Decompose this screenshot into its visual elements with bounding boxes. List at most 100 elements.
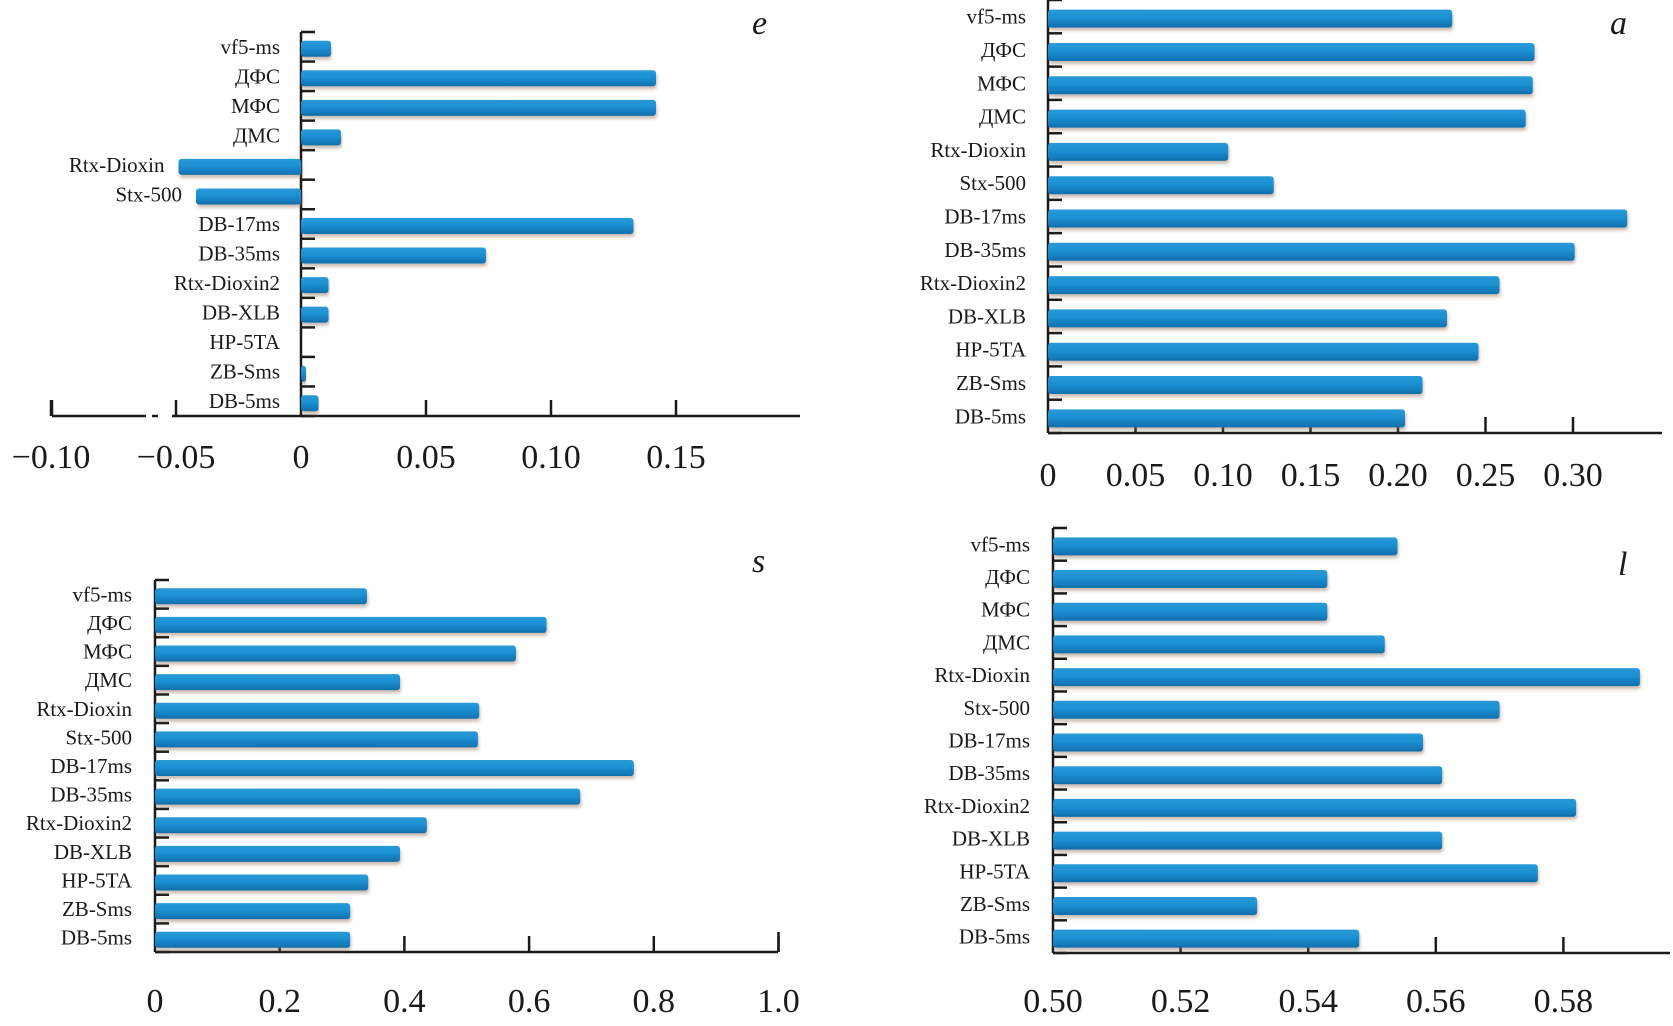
category-label: ДФС	[235, 64, 280, 88]
category-label: ДФС	[985, 565, 1030, 589]
bar-s-0	[155, 588, 367, 605]
chart-panel-s: s 0 0.2 0.4 0.6 0.8 1.0 vf5-ms ДФС МФС ДМС Rtx-Diox…	[26, 543, 800, 1020]
category-label: DB-17ms	[944, 205, 1026, 229]
category-label: ZB-Sms	[956, 371, 1026, 395]
bar-l-8	[1053, 798, 1577, 817]
category-label: DB-XLB	[948, 304, 1026, 328]
x-tick-label: 0.56	[1406, 983, 1466, 1020]
category-label: ДФС	[981, 38, 1026, 62]
bar-s-6	[155, 760, 634, 776]
bar-s-4	[155, 702, 480, 719]
bar-l-5	[1053, 700, 1500, 719]
bar-e-3	[301, 129, 341, 146]
category-label: ДМС	[983, 630, 1030, 654]
category-label: Stx-500	[959, 171, 1026, 195]
bar-a-10	[1048, 342, 1479, 361]
category-label: HP-5TA	[61, 868, 132, 892]
x-tick-label: 0	[293, 439, 310, 476]
category-label: Rtx-Dioxin	[930, 138, 1026, 162]
bar-l-7	[1053, 766, 1443, 785]
x-tick-label: −0.05	[137, 439, 216, 476]
category-label: ДМС	[85, 668, 132, 692]
chart-panel-a: a 0 0.05 0.10 0.15 0.20 0.25 0.30 vf5-ms ДФС МФС ДМ…	[920, 0, 1662, 494]
x-tick-label: 0.20	[1368, 457, 1428, 494]
bar-s-2	[155, 645, 517, 662]
category-label: DB-35ms	[50, 783, 132, 807]
category-label: HP-5TA	[955, 338, 1026, 362]
bar-a-2	[1048, 76, 1533, 95]
category-label: vf5-ms	[967, 5, 1027, 29]
bar-e-0	[301, 40, 331, 57]
bar-l-0	[1053, 537, 1398, 556]
category-label: DB-35ms	[944, 238, 1026, 262]
x-tick-label: 0.50	[1023, 983, 1083, 1020]
bar-e-4	[178, 158, 301, 175]
bar-l-12	[1053, 929, 1360, 948]
category-label: Rtx-Dioxin2	[26, 811, 132, 835]
bar-l-4	[1053, 668, 1640, 687]
x-tick-label: 0.05	[1106, 457, 1166, 494]
bar-e-12	[301, 395, 319, 412]
panel-letter-s: s	[752, 543, 765, 580]
category-label: ZB-Sms	[960, 892, 1030, 916]
category-label: Rtx-Dioxin	[69, 153, 165, 177]
chart-panel-l: l 0.50 0.52 0.54 0.56 0.58 vf5-ms ДФС МФС ДМС Rtx-…	[924, 526, 1670, 1020]
category-label: DB-XLB	[952, 827, 1030, 851]
bar-a-5	[1048, 176, 1274, 195]
category-label: vf5-ms	[221, 35, 281, 59]
x-tick-label: 0.2	[258, 983, 301, 1020]
x-tick-label: 0.15	[1281, 457, 1341, 494]
x-tick-label: 0.10	[521, 439, 581, 476]
category-label: МФС	[981, 598, 1030, 622]
category-label: Rtx-Dioxin2	[920, 271, 1026, 295]
bar-l-2	[1053, 602, 1328, 621]
category-label: HP-5TA	[959, 859, 1030, 883]
x-tick-label: 0.6	[508, 983, 551, 1020]
category-label: DB-17ms	[198, 212, 280, 236]
category-label: ДМС	[979, 105, 1026, 129]
panel-letter-a: a	[1610, 5, 1627, 42]
bar-a-7	[1048, 242, 1575, 261]
category-label: Rtx-Dioxin2	[174, 271, 280, 295]
category-label: ZB-Sms	[62, 897, 132, 921]
x-tick-label: 0.8	[633, 983, 676, 1020]
bar-l-11	[1053, 896, 1258, 915]
bar-s-12	[155, 931, 351, 948]
category-label: Stx-500	[65, 725, 132, 749]
x-tick-label: 0	[147, 983, 164, 1020]
bar-a-0	[1048, 9, 1453, 28]
category-label: DB-17ms	[948, 729, 1030, 753]
x-tick-label: 0.54	[1278, 983, 1338, 1020]
category-label: ДМС	[233, 123, 280, 147]
bar-e-2	[301, 99, 656, 116]
bar-a-9	[1048, 309, 1447, 328]
category-label: МФС	[231, 94, 280, 118]
category-label: DB-XLB	[54, 840, 132, 864]
category-label: МФС	[83, 640, 132, 664]
x-tick-label: 0.05	[396, 439, 456, 476]
bar-a-1	[1048, 42, 1535, 61]
bar-e-6	[301, 218, 634, 234]
category-label: DB-5ms	[959, 925, 1030, 949]
bar-s-5	[155, 731, 478, 748]
category-label: DB-5ms	[955, 404, 1026, 428]
bar-a-6	[1048, 209, 1628, 228]
category-label: Stx-500	[115, 182, 182, 206]
x-tick-label: 0.4	[383, 983, 426, 1020]
category-label: МФС	[977, 71, 1026, 95]
bar-l-9	[1053, 831, 1443, 850]
category-label: ДФС	[87, 611, 132, 635]
x-tick-label: 0.10	[1193, 457, 1253, 494]
bar-a-12	[1048, 409, 1405, 428]
bar-l-6	[1053, 733, 1424, 752]
bar-a-11	[1048, 376, 1423, 395]
category-label: DB-XLB	[202, 301, 280, 325]
bar-e-8	[301, 277, 329, 294]
category-label: vf5-ms	[971, 532, 1031, 556]
category-label: HP-5TA	[209, 330, 280, 354]
bar-s-9	[155, 845, 401, 862]
chart-panel-e: e −0.10 −0.05 0 0.05 0.10 0.15 vf5-ms ДФС МФС ДМС R…	[12, 5, 800, 476]
category-label: DB-35ms	[948, 761, 1030, 785]
category-label: DB-5ms	[209, 389, 280, 413]
panel-letter-l: l	[1618, 546, 1627, 583]
